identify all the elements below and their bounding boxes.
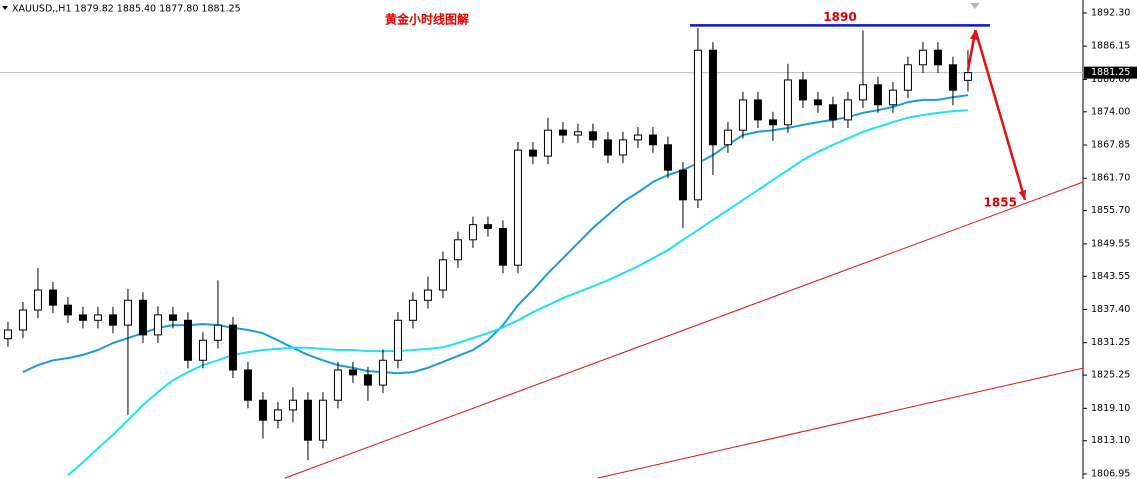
candle-body: [873, 84, 882, 106]
y-tick-label: 1849.55: [1091, 238, 1130, 249]
moving-average: [22, 94, 969, 375]
candle-body: [33, 289, 42, 311]
candle-body: [363, 374, 372, 386]
y-tick-label: 1831.25: [1091, 337, 1130, 348]
arrow-head: [969, 30, 978, 41]
candle-body: [828, 104, 837, 121]
candle-body: [573, 131, 582, 136]
candle-body: [318, 399, 327, 441]
candle-body: [543, 129, 552, 157]
candle-body: [423, 289, 432, 301]
candle-body: [783, 79, 792, 126]
trendline: [597, 367, 1084, 479]
candle-body: [948, 64, 957, 91]
candle-body: [303, 399, 312, 441]
candle-body: [903, 64, 912, 91]
shift-marker: [970, 3, 980, 9]
y-tick-label: 1819.10: [1091, 403, 1130, 414]
chart-title: 黄金小时线图解: [385, 12, 469, 27]
candle-body: [3, 329, 12, 340]
moving-average: [67, 109, 969, 477]
candle-body: [78, 314, 87, 321]
candle-body: [723, 129, 732, 146]
y-tick-label: 1813.10: [1091, 435, 1130, 446]
candle-body: [603, 139, 612, 156]
candle-body: [528, 149, 537, 157]
candle-body: [483, 224, 492, 229]
y-tick-label: 1837.40: [1091, 304, 1130, 315]
last-price-label: 1881.25: [1091, 67, 1130, 78]
y-tick-label: 1843.55: [1091, 271, 1130, 282]
y-tick-label: 1825.25: [1091, 370, 1130, 381]
candle-body: [108, 314, 117, 326]
candle-body: [123, 299, 132, 326]
candle-body: [933, 49, 942, 66]
candle-body: [963, 72, 972, 81]
candle-body: [858, 84, 867, 101]
candle-body: [843, 99, 852, 121]
candle-body: [453, 239, 462, 261]
candle-body: [738, 99, 747, 131]
candle-body: [243, 369, 252, 401]
candle-body: [678, 169, 687, 201]
candle-body: [63, 304, 72, 316]
candle-body: [333, 369, 342, 401]
arrow-head: [1018, 189, 1027, 200]
candle-body: [153, 314, 162, 336]
chart-header: XAUUSD,,H1 1879.82 1885.40 1877.80 1881.…: [12, 4, 241, 15]
last-price-tag: [1084, 66, 1137, 79]
candle-body: [228, 324, 237, 371]
y-tick-label: 1861.70: [1091, 173, 1130, 184]
candle-body: [18, 309, 27, 331]
candle-body: [663, 144, 672, 171]
y-tick-label: 1886.15: [1091, 41, 1130, 52]
menu-triangle: [2, 6, 8, 10]
candle-body: [513, 149, 522, 266]
candle-body: [198, 339, 207, 361]
candle-body: [378, 359, 387, 386]
candle-body: [498, 227, 507, 266]
candle-body: [138, 299, 147, 336]
trendline: [284, 181, 1084, 479]
candle-body: [258, 399, 267, 421]
y-tick-label: 1874.00: [1091, 106, 1130, 117]
y-tick-label: 1892.30: [1091, 7, 1130, 18]
candle-body: [918, 49, 927, 66]
candle-body: [633, 134, 642, 141]
candle-body: [408, 299, 417, 321]
target-label: 1855: [984, 195, 1017, 209]
candle-body: [393, 319, 402, 361]
candle-body: [798, 79, 807, 101]
y-tick-label: 1806.95: [1091, 468, 1130, 479]
candle-body: [708, 49, 717, 146]
candle-body: [348, 369, 357, 376]
candle-body: [588, 131, 597, 141]
candle-body: [438, 259, 447, 291]
candle-body: [648, 134, 657, 146]
candle-body: [468, 224, 477, 241]
candle-body: [558, 129, 567, 136]
candle-body: [618, 139, 627, 156]
candle-body: [753, 99, 762, 121]
candle-body: [273, 409, 282, 421]
y-tick-label: 1855.70: [1091, 205, 1130, 216]
candle-body: [813, 99, 822, 106]
candle-body: [288, 399, 297, 411]
candle-body: [693, 49, 702, 201]
y-tick-label: 1867.85: [1091, 140, 1130, 151]
candle-body: [768, 119, 777, 126]
candle-body: [93, 314, 102, 321]
y-tick-label: 1880.00: [1091, 74, 1130, 85]
candle-body: [48, 289, 57, 306]
candle-body: [213, 324, 222, 341]
candle-body: [183, 319, 192, 361]
candle-body: [888, 89, 897, 106]
candle-body: [168, 314, 177, 321]
resistance-label: 1890: [823, 10, 856, 24]
